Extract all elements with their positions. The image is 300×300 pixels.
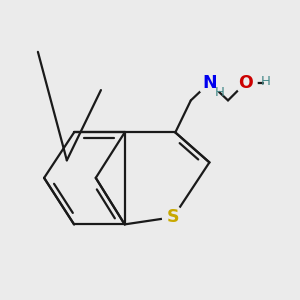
Text: N: N: [202, 74, 217, 92]
Text: H: H: [260, 75, 270, 88]
Text: O: O: [238, 74, 253, 92]
Text: S: S: [167, 208, 179, 226]
Point: [207, 80, 212, 85]
Point: [171, 215, 176, 220]
Point: [243, 80, 248, 85]
Text: H: H: [215, 85, 225, 99]
